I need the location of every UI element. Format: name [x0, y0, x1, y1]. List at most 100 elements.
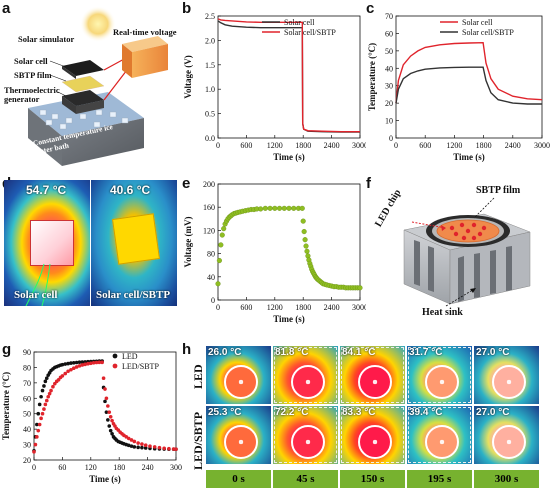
data-point — [39, 416, 43, 421]
time-label: 300 s — [474, 470, 539, 488]
y-tick-label: 120 — [203, 226, 215, 235]
data-point — [129, 444, 134, 448]
led-thermal-image: 27.0 °C — [474, 346, 539, 404]
x-tick-label: 0 — [216, 141, 220, 150]
x-tick-label: 1800 — [476, 141, 492, 150]
data-point — [103, 387, 107, 391]
data-point — [49, 388, 53, 393]
data-point — [46, 394, 50, 399]
y-tick-label: 1.0 — [205, 85, 215, 94]
data-point — [77, 360, 82, 364]
data-point — [89, 361, 93, 366]
legend-label: Solar cell — [462, 18, 493, 27]
led-sbtp-temperature: 25.3 °C — [208, 407, 242, 418]
data-point — [262, 205, 268, 211]
real-time-voltage-label: Real-time voltage — [113, 27, 177, 37]
x-tick-label: 600 — [240, 303, 252, 312]
led-lamp-disc — [425, 365, 459, 399]
plot-frame — [217, 15, 361, 139]
data-point — [77, 364, 82, 368]
data-point — [103, 399, 107, 404]
panel-letter-b: b — [182, 0, 192, 17]
data-point — [35, 435, 39, 439]
x-tick-label: 180 — [113, 463, 125, 472]
led-temperature: 26.0 °C — [208, 347, 242, 358]
data-point — [39, 394, 43, 399]
data-point — [33, 442, 38, 447]
y-tick-label: 30 — [385, 82, 393, 91]
y-tick-label: 80 — [207, 250, 215, 259]
led-sbtp-temperature: 72.2 °C — [275, 407, 309, 418]
sbtp-cell-square — [112, 213, 160, 265]
data-point — [281, 205, 287, 211]
data-point — [51, 384, 55, 389]
data-point — [216, 258, 222, 264]
x-tick-label: 0 — [216, 303, 220, 312]
series-line — [217, 18, 360, 133]
x-tick-label: 1200 — [267, 141, 283, 150]
solar-cell-hot-square — [30, 220, 74, 266]
data-point — [132, 439, 137, 444]
chart-b: 0 600 1200 1800 2400 3000 0.0 0.5 1.0 1.5 2.0 2.5 Ti… — [183, 12, 366, 162]
data-point — [148, 444, 152, 448]
data-point — [97, 360, 102, 365]
legend-label: LED/SBTP — [122, 362, 159, 371]
y-tick-label: 50 — [23, 410, 31, 419]
y-tick-label: 200 — [203, 180, 215, 189]
data-point — [94, 360, 99, 365]
data-point — [108, 415, 113, 419]
solar-cell-sbtp-caption: Solar cell/SBTP — [96, 289, 171, 301]
y-axis-label: Voltage (V) — [183, 55, 193, 98]
data-point — [107, 424, 112, 428]
data-point — [71, 361, 76, 365]
panel-f-led-heatsink: SBTP film LED chip Heat sink — [366, 176, 550, 336]
data-point — [36, 411, 41, 416]
time-label: 195 s — [407, 470, 472, 488]
y-tick-label: 70 — [23, 379, 31, 388]
x-tick-label: 2400 — [324, 141, 340, 150]
data-point — [60, 362, 65, 367]
legend-label: LED — [122, 352, 138, 361]
data-point — [35, 422, 39, 427]
sun-glow — [80, 6, 116, 42]
led-thermal-image: 84.1 °C — [340, 346, 405, 404]
data-point — [140, 445, 144, 450]
data-point — [40, 411, 45, 416]
plot-frame — [33, 351, 177, 461]
x-tick-label: 600 — [240, 141, 252, 150]
data-point — [66, 369, 70, 374]
led-sbtp-thermal-image: 83.3 °C — [340, 406, 405, 464]
y-tick-label: 30 — [23, 441, 31, 450]
data-point — [136, 445, 140, 450]
y-tick-label: 2.5 — [205, 12, 215, 21]
data-point — [44, 398, 49, 403]
chart-e: 0 600 1200 1800 2400 3000 0 40 80 120 160 200 Time (… — [183, 180, 366, 324]
data-point — [42, 384, 46, 388]
x-axis-label: Time (s) — [273, 314, 305, 324]
data-point — [136, 441, 140, 445]
data-point — [174, 447, 178, 451]
data-point — [162, 446, 166, 451]
x-tick-label: 3000 — [352, 303, 366, 312]
x-axis-label: Time (s) — [89, 474, 121, 484]
data-point — [80, 360, 85, 364]
y-tick-label: 50 — [385, 47, 393, 56]
data-point — [44, 376, 49, 381]
row-label-led: LED — [191, 364, 205, 390]
data-point — [110, 418, 114, 423]
y-tick-label: 70 — [385, 12, 393, 21]
data-point — [219, 232, 225, 238]
x-tick-label: 3000 — [534, 141, 550, 150]
panel-letter-c: c — [366, 0, 375, 17]
solar-cell-caption: Solar cell — [14, 289, 58, 301]
y-tick-label: 0.5 — [205, 110, 215, 119]
y-tick-label: 1.5 — [205, 61, 215, 70]
panel-letter-h: h — [182, 341, 192, 358]
led-lamp-disc — [224, 365, 258, 399]
thermal-image-solar-cell — [4, 180, 90, 306]
data-point — [37, 402, 42, 407]
data-point — [215, 281, 221, 287]
led-lamp-disc — [358, 365, 392, 399]
data-point — [110, 431, 114, 436]
data-point — [143, 446, 148, 450]
